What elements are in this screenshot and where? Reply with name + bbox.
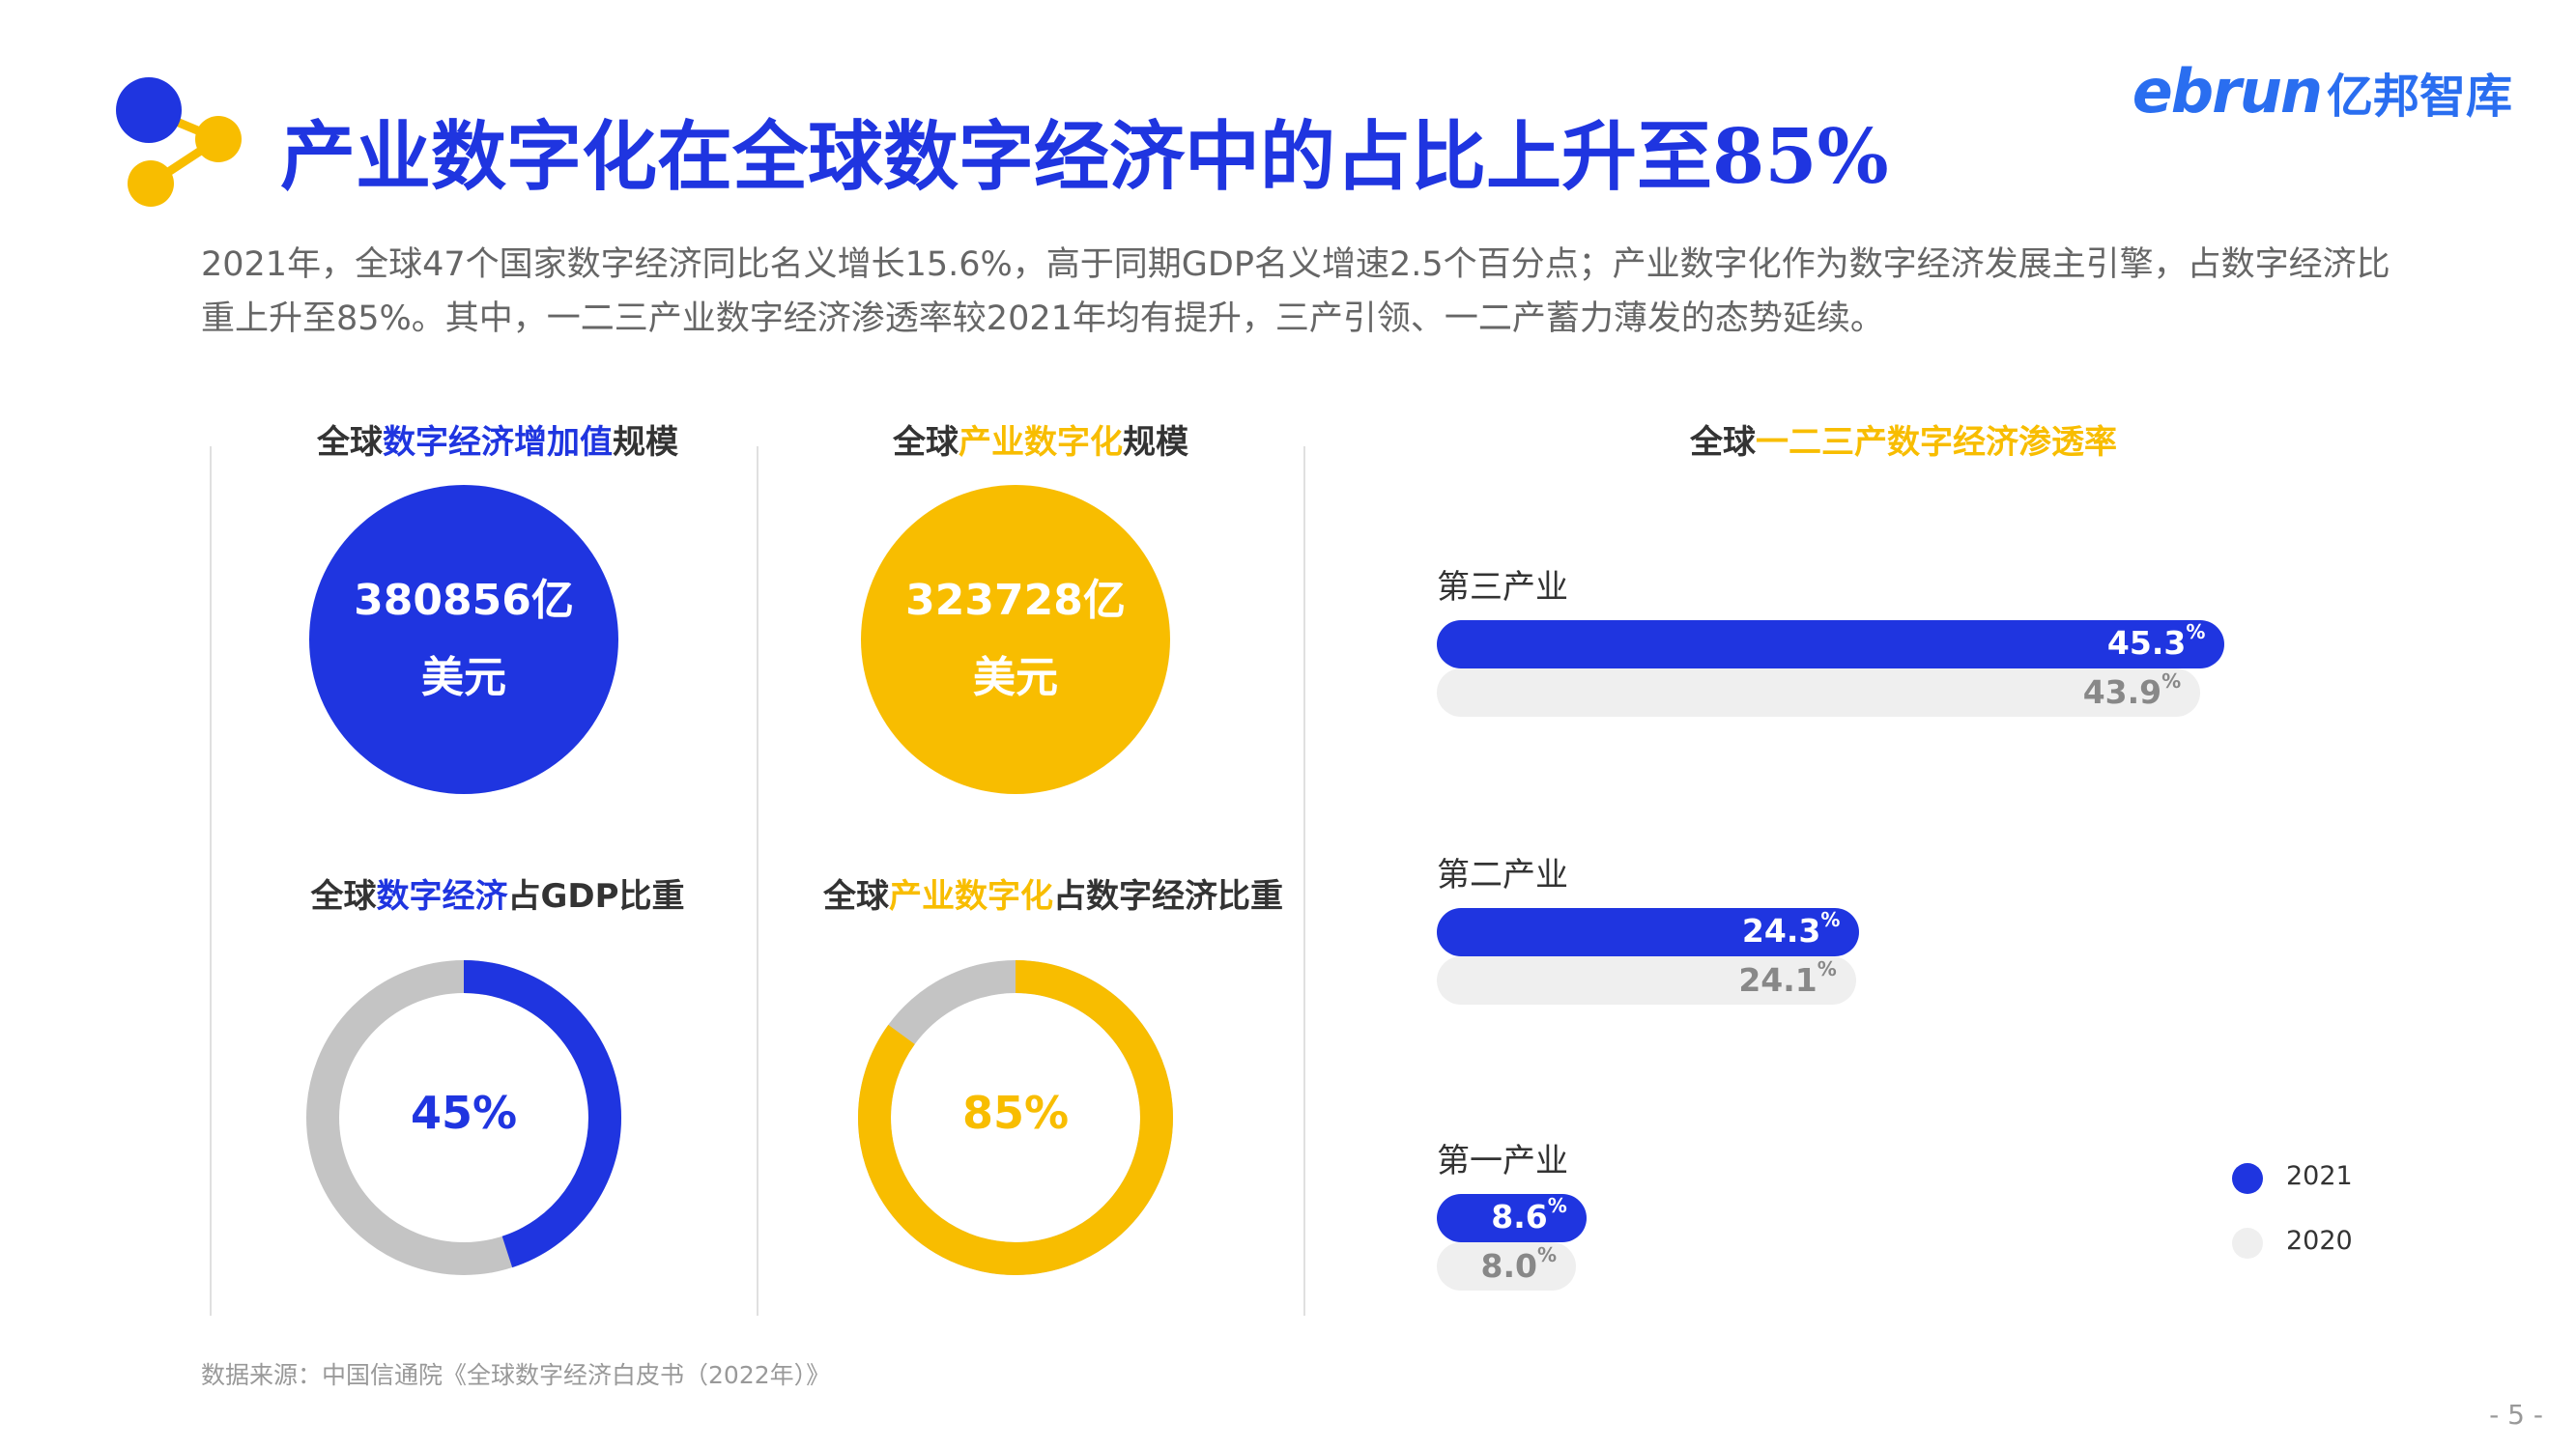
- legend-label-2020: 2020: [2286, 1226, 2353, 1256]
- bar-value-2021: 45.3%: [2106, 620, 2206, 662]
- scale2-circle: 323728亿 美元: [861, 485, 1170, 794]
- donut-arc-digital-economy: [306, 960, 621, 1275]
- divider-2: [757, 446, 758, 1316]
- pen-title: 全球一二三产数字经济渗透率: [1690, 423, 2117, 462]
- scale2-value: 323728亿: [905, 576, 1126, 625]
- bar-category-label: 第二产业: [1437, 856, 1568, 895]
- bar-value-2020: 24.1%: [1738, 957, 1837, 999]
- bar-2020: [1437, 956, 1856, 1005]
- bar-value-2021: 24.3%: [1741, 908, 1841, 950]
- scale2-title: 全球产业数字化规模: [893, 423, 1188, 462]
- brand-en: ebrun: [2132, 56, 2323, 127]
- bar-value-2020: 43.9%: [2082, 669, 2182, 711]
- bar-value-2020: 8.0%: [1480, 1243, 1557, 1285]
- donut-chart-gdp-share: [306, 960, 621, 1275]
- bar-category-label: 第三产业: [1437, 568, 1568, 607]
- scale1-value: 380856亿: [354, 576, 574, 625]
- logo-molecule-icon: [116, 77, 242, 207]
- share2-title: 全球产业数字化占数字经济比重: [823, 877, 1283, 916]
- bar-2021: [1437, 1194, 1587, 1242]
- legend-label-2021: 2021: [2286, 1161, 2353, 1191]
- divider-1: [210, 446, 212, 1316]
- page-number: - 5 -: [2489, 1399, 2543, 1431]
- scale1-title: 全球数字经济增加值规模: [317, 423, 678, 462]
- bar-2021: [1437, 620, 2225, 668]
- donut-chart-industrial-share: [858, 960, 1173, 1275]
- bar-2020: [1437, 1242, 1576, 1291]
- brand-logo: ebrun 亿邦智库: [2132, 56, 2512, 127]
- legend-dot-2021: [2232, 1163, 2263, 1194]
- donut2-label: 85%: [961, 1087, 1070, 1139]
- scale1-circle: 380856亿 美元: [309, 485, 618, 794]
- legend-dot-2020: [2232, 1228, 2263, 1259]
- scale2-unit: 美元: [973, 653, 1058, 702]
- intro-text: 2021年，全球47个国家数字经济同比名义增长15.6%，高于同期GDP名义增速…: [201, 245, 2390, 338]
- data-source: 数据来源：中国信通院《全球数字经济白皮书（2022年）》: [201, 1361, 831, 1389]
- donut1-label: 45%: [410, 1087, 518, 1139]
- bar-value-2021: 8.6%: [1491, 1194, 1567, 1236]
- bar-2020: [1437, 668, 2201, 717]
- scale1-unit: 美元: [421, 653, 506, 702]
- divider-3: [1303, 446, 1305, 1316]
- share1-title: 全球数字经济占GDP比重: [310, 877, 685, 916]
- brand-cn: 亿邦智库: [2326, 70, 2512, 124]
- donut-arc-industrial-digitalization: [858, 960, 1173, 1275]
- bar-category-label: 第一产业: [1437, 1142, 1568, 1180]
- page-title: 产业数字化在全球数字经济中的占比上升至85%: [280, 113, 1889, 201]
- bar-2021: [1437, 908, 1860, 956]
